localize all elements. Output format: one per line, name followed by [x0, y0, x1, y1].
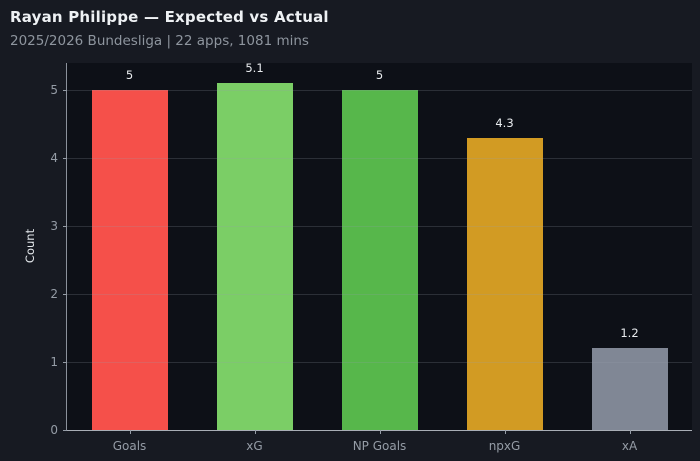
y-tick-label: 2	[50, 287, 58, 302]
y-tick-mark	[63, 430, 67, 431]
page-title: Rayan Philippe — Expected vs Actual	[10, 8, 329, 26]
bar-value-label: 1.2	[620, 326, 639, 341]
gridline	[67, 90, 692, 92]
x-tick-mark	[629, 430, 631, 434]
y-tick-label: 1	[50, 355, 58, 370]
y-tick-mark	[63, 362, 67, 364]
x-tick-label: npxG	[488, 439, 521, 453]
bar-value-label: 5	[125, 68, 134, 83]
gridline	[67, 226, 692, 228]
x-tick-label: NP Goals	[352, 439, 407, 453]
x-tick-mark	[129, 430, 131, 434]
x-tick-label: xG	[246, 439, 263, 453]
y-tick-mark	[63, 226, 67, 228]
y-tick-label: 3	[50, 219, 58, 234]
gridline	[67, 158, 692, 160]
bar-value-label: 5.1	[245, 61, 264, 76]
gridline	[67, 362, 692, 364]
y-tick-label: 0	[50, 423, 58, 437]
bar-npxg	[466, 137, 543, 430]
bar-goals	[91, 90, 168, 430]
y-axis-title: Count	[23, 228, 37, 264]
x-tick-mark	[254, 430, 256, 434]
x-tick-label: xA	[621, 439, 638, 453]
x-tick-mark	[379, 430, 381, 434]
x-tick-mark	[504, 430, 506, 434]
bar-xa	[591, 348, 668, 430]
y-tick-label: 5	[50, 83, 58, 98]
bar-np-goals	[341, 90, 418, 430]
bar-value-label: 5	[375, 68, 384, 83]
x-tick-label: Goals	[112, 439, 147, 453]
bar-value-label: 4.3	[495, 115, 514, 130]
page-subtitle: 2025/2026 Bundesliga | 22 apps, 1081 min…	[10, 33, 309, 49]
y-tick-label: 4	[50, 151, 58, 166]
plot-area: 5 Goals 5.1 xG 5 NP Goals 4.3 npxG 1.2 xA 0 1 2 3 4 5	[50, 61, 692, 453]
bar-xg	[216, 83, 293, 430]
gridline	[67, 294, 692, 296]
y-tick-mark	[63, 90, 67, 92]
y-tick-mark	[63, 294, 67, 296]
y-tick-mark	[63, 158, 67, 160]
